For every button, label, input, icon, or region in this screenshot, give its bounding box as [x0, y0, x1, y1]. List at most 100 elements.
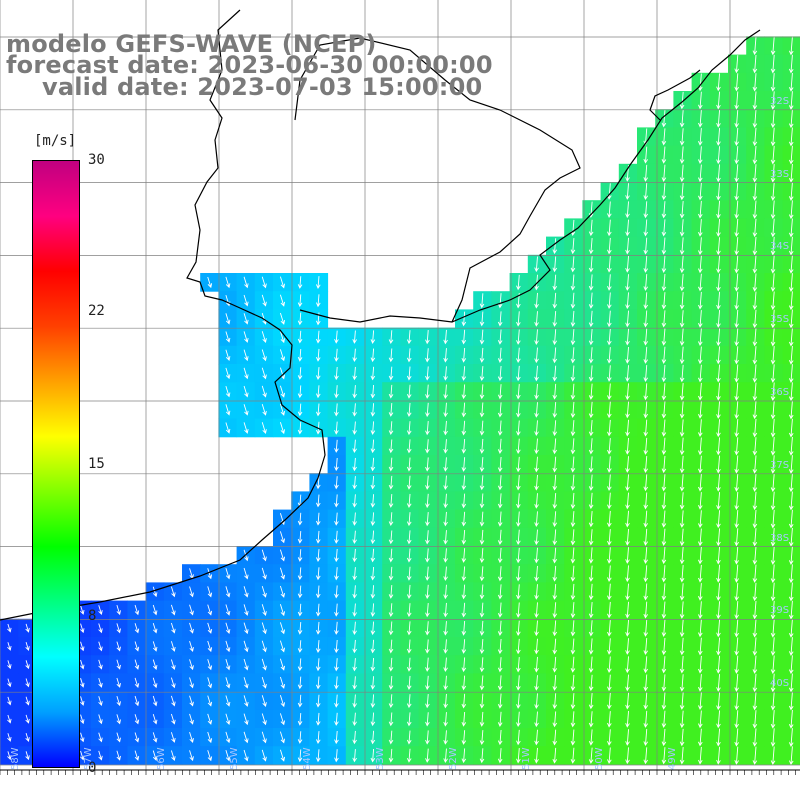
wind-arrow	[697, 710, 703, 729]
wind-arrow	[752, 600, 758, 620]
lon-label: 55W	[229, 747, 240, 770]
wind-arrow	[570, 656, 576, 673]
wind-arrow	[388, 676, 394, 690]
colorbar	[32, 160, 80, 768]
wind-arrow	[661, 455, 667, 474]
wind-arrow	[607, 601, 612, 619]
wind-arrow	[752, 418, 758, 438]
wind-arrow	[352, 603, 357, 617]
wind-arrow	[98, 623, 103, 634]
wind-arrow	[625, 674, 630, 692]
wind-arrow	[370, 730, 376, 745]
wind-arrow	[479, 420, 485, 436]
wind-arrow	[98, 696, 103, 707]
wind-arrow	[716, 109, 721, 128]
wind-arrow	[297, 421, 303, 435]
wind-arrow	[334, 676, 339, 690]
wind-arrow	[752, 54, 758, 74]
wind-arrow	[697, 546, 703, 565]
wind-arrow	[697, 746, 703, 765]
wind-arrow	[588, 510, 594, 528]
wind-arrow	[334, 658, 339, 672]
wind-arrow	[497, 475, 503, 491]
wind-arrow	[388, 548, 394, 563]
wind-arrow	[425, 584, 430, 600]
wind-arrow	[734, 400, 739, 420]
wind-arrow	[315, 494, 321, 508]
wind-arrow	[570, 547, 576, 564]
wind-arrow	[770, 291, 776, 311]
wind-arrow	[643, 383, 649, 401]
wind-arrow	[734, 491, 739, 511]
wind-arrow	[661, 401, 667, 419]
wind-arrow	[643, 638, 649, 656]
wind-arrow	[134, 695, 140, 707]
wind-arrow	[588, 237, 594, 255]
colorbar-tick-0: 0	[88, 760, 97, 776]
wind-arrow	[315, 603, 321, 617]
wind-arrow	[207, 713, 213, 725]
wind-arrow	[152, 695, 158, 707]
wind-arrow	[388, 475, 394, 490]
wind-arrow	[243, 294, 249, 307]
wind-arrow	[588, 328, 594, 346]
wind-arrow	[625, 383, 630, 401]
lon-label: 53W	[375, 747, 386, 770]
wind-arrow	[752, 473, 758, 492]
wind-arrow	[461, 366, 467, 381]
wind-arrow	[261, 367, 267, 380]
wind-arrow	[679, 201, 685, 219]
wind-arrow	[752, 746, 758, 765]
lon-label: 50W	[594, 747, 605, 770]
wind-arrow	[770, 382, 776, 402]
wind-arrow	[261, 622, 267, 635]
wind-arrow	[607, 365, 612, 382]
wind-arrow	[516, 584, 521, 600]
wind-arrow	[334, 749, 339, 763]
wind-arrow	[679, 656, 685, 674]
lat-label: 38S	[770, 533, 790, 544]
wind-arrow	[697, 146, 703, 164]
wind-arrow	[116, 605, 121, 616]
wind-arrow	[752, 164, 758, 183]
wind-arrow	[770, 182, 776, 201]
wind-arrow	[461, 620, 467, 636]
wind-arrow	[734, 364, 739, 383]
wind-arrow	[643, 255, 649, 273]
wind-arrow	[370, 457, 376, 472]
wind-arrow	[25, 751, 30, 761]
wind-arrow	[697, 728, 703, 747]
wind-arrow	[243, 385, 249, 398]
wind-arrow	[770, 473, 776, 493]
wind-arrow	[261, 604, 267, 616]
wind-arrow	[443, 675, 448, 691]
wind-arrow	[552, 620, 558, 637]
wind-arrow	[334, 476, 339, 490]
wind-arrow	[734, 637, 739, 656]
wind-arrow	[734, 528, 739, 547]
wind-arrow	[625, 474, 630, 492]
wind-arrow	[479, 748, 485, 764]
wind-arrow	[716, 528, 721, 547]
wind-arrow	[625, 456, 630, 473]
wind-arrow	[98, 714, 103, 725]
wind-arrow	[697, 73, 703, 92]
wind-arrow	[734, 692, 739, 711]
wind-arrow	[788, 600, 794, 620]
wind-arrow	[770, 710, 776, 729]
wind-arrow	[661, 619, 667, 637]
wind-arrow	[697, 601, 703, 619]
wind-arrow	[570, 729, 576, 746]
wind-arrow	[516, 475, 521, 491]
wind-arrow	[388, 384, 394, 399]
lat-label: 35S	[770, 314, 790, 325]
wind-arrow	[679, 437, 685, 456]
wind-arrow	[261, 695, 267, 707]
wind-arrow	[788, 673, 794, 693]
wind-arrow	[697, 219, 703, 237]
wind-arrow	[388, 439, 394, 454]
wind-arrow	[497, 365, 503, 382]
wind-arrow	[225, 658, 231, 671]
wind-arrow	[734, 109, 739, 128]
